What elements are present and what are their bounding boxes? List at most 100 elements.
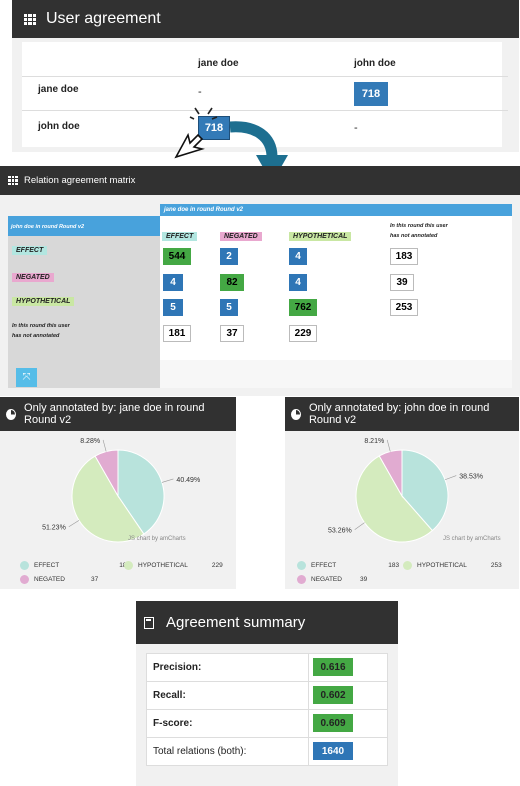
total-relations-value: 1640 [313,742,353,760]
matrix-left-header: john doe in round Round v2 [8,216,160,236]
table-cell: - [354,122,358,134]
pie-chart-icon [291,408,301,420]
relation-matrix-title: Relation agreement matrix [24,175,136,186]
pie-panel-john: Only annotated by: john doe in round Rou… [285,397,519,589]
pie-leader-line [102,439,107,452]
legend-item-effect: EFFECT181 [20,561,130,570]
row-label: john doe [38,121,80,132]
matrix-cell[interactable]: 544 [163,248,191,265]
summary-label: Total relations (both): [153,746,247,757]
matrix-cell: 39 [390,274,414,291]
pie-percent-label: 53.26% [328,528,352,535]
pie-panel-jane: Only annotated by: jane doe in round Rou… [0,397,236,589]
legend-dot [20,575,29,584]
mouse-cursor-icon [174,132,205,159]
matrix-left-column: john doe in round Round v2 [8,216,160,388]
column-tag-negated: NEGATED [220,232,262,241]
row-tag-negated: NEGATED [12,273,54,282]
pie-chart-jane: 40.49% 51.23% 8.28% [42,438,200,543]
pie-leader-line [68,520,80,528]
summary-table: Precision: 0.616 Recall: 0.602 F-score: … [146,653,388,766]
pie-leader-line [354,522,365,530]
not-annotated-row-label: In this round this user [12,323,70,329]
agreement-summary-header: Agreement summary [136,601,398,644]
not-annotated-row-label: has not annotated [12,333,60,339]
pie-percent-label: 8.21% [364,438,384,445]
matrix-cell: 183 [390,248,418,265]
legend-dot [403,561,412,570]
column-header: john doe [354,58,396,69]
summary-label: Recall: [153,690,186,701]
matrix-cell[interactable]: 82 [220,274,244,291]
column-tag-hypothetical: HYPOTHETICAL [289,232,352,241]
table-icon [8,176,18,185]
matrix-cell[interactable]: 762 [289,299,317,316]
pie-slice-effect[interactable] [401,449,449,532]
pie-slice-hypothetical[interactable] [71,455,145,543]
summary-row: Precision: 0.616 [147,654,387,682]
legend-item-negated: NEGATED 37 [20,575,98,584]
matrix-top-header: jane doe in round Round v2 [160,204,512,216]
matrix-cell[interactable]: 4 [289,274,307,291]
pie-leader-line [386,439,391,452]
summary-label: Precision: [153,662,202,673]
pie-percent-label: 8.28% [80,438,100,445]
pie-chart-icon [6,408,17,420]
row-label: jane doe [38,84,79,95]
not-annotated-header: In this round this user [390,223,448,229]
user-agreement-header: User agreement [12,0,519,38]
matrix-cell[interactable]: 5 [220,299,238,316]
calculator-icon [144,616,154,629]
matrix-cell[interactable]: 4 [163,274,183,291]
user-agreement-title: User agreement [46,10,161,27]
summary-row: F-score: 0.609 [147,710,387,738]
expand-button[interactable]: ⤧ [16,368,37,387]
summary-label: F-score: [153,718,193,729]
matrix-cell: 229 [289,325,317,342]
chart-credit: JS chart by amCharts [128,536,186,542]
pie-slice-negated[interactable] [94,449,119,498]
pie-slice-effect[interactable] [117,449,165,535]
matrix-cell: 37 [220,325,244,342]
column-header: jane doe [198,58,239,69]
pie-panel-title: Only annotated by: jane doe in round Rou… [24,402,205,426]
pie-chart-john: 38.53% 53.26% 8.21% [328,438,483,543]
legend-item-hypothetical: HYPOTHETICAL 229 [124,561,223,570]
pie-panel-header: Only annotated by: jane doe in round Rou… [0,397,236,431]
matrix-cell[interactable]: 5 [163,299,183,316]
pie-slice-negated[interactable] [378,449,403,498]
summary-row: Recall: 0.602 [147,682,387,710]
legend-dot [297,575,306,584]
agreement-badge-selected[interactable]: 718 [198,116,230,140]
table-icon [24,13,36,25]
legend-dot [124,561,133,570]
precision-value: 0.616 [313,658,353,676]
agreement-summary-title: Agreement summary [166,614,306,631]
chart-credit: JS chart by amCharts [443,536,501,542]
matrix-empty-cell [160,360,512,388]
matrix-cell[interactable]: 2 [220,248,238,265]
recall-value: 0.602 [313,686,353,704]
matrix-cell[interactable]: 4 [289,248,307,265]
agreement-badge[interactable]: 718 [354,82,388,106]
fscore-value: 0.609 [313,714,353,732]
pie-panel-header: Only annotated by: john doe in round Rou… [285,397,519,431]
legend-item-hypothetical: HYPOTHETICAL 253 [403,561,502,570]
legend-dot [20,561,29,570]
pie-leader-line [161,478,174,483]
column-tag-effect: EFFECT [162,232,198,241]
legend-dot [297,561,306,570]
not-annotated-header: has not annotated [390,233,438,239]
pie-panel-title: Only annotated by: john doe in round Rou… [308,402,490,426]
pie-percent-label: 40.49% [176,477,200,484]
divider [22,76,508,77]
matrix-cell: 253 [390,299,418,316]
legend-item-effect: EFFECT 183 [297,561,399,570]
expand-icon: ⤧ [22,372,31,383]
matrix-cell: 181 [163,325,191,342]
pie-leader-line [444,475,457,481]
table-cell: - [198,86,202,98]
row-tag-effect: EFFECT [12,246,48,255]
row-tag-hypothetical: HYPOTHETICAL [12,297,75,306]
legend-item-negated: NEGATED 39 [297,575,367,584]
